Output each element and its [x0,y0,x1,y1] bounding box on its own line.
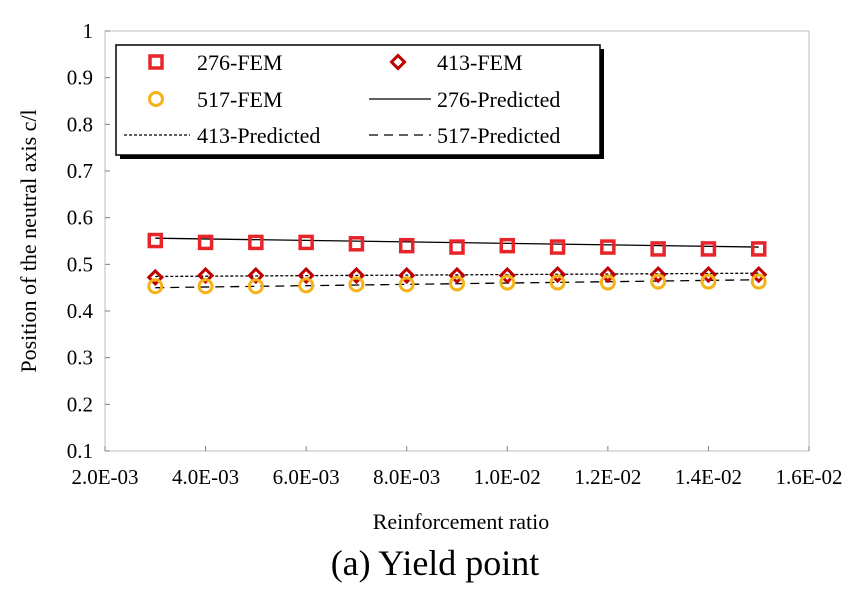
y-tick-label: 0.1 [67,439,93,463]
point-517-fem [298,277,315,294]
point-276-fem [398,237,415,254]
y-tick-label: 0.9 [67,66,93,90]
y-tick-label: 0.6 [67,206,93,230]
point-517-fem [197,278,214,295]
point-276-fem [197,234,214,251]
point-413-fem [347,266,366,285]
point-276-fem [499,237,516,254]
point-276-fem [700,241,717,257]
legend-label-276-predicted: 276-Predicted [437,87,560,112]
point-276-fem [449,239,465,255]
point-517-fem [549,274,566,291]
point-413-fem [297,266,315,285]
x-tick-label: 1.0E-02 [474,465,541,489]
point-517-fem [449,275,465,292]
point-517-fem [499,274,516,291]
legend-symbol-517-fem [148,91,164,107]
legend-box [115,44,601,156]
point-413-fem [196,266,215,285]
point-276-fem [750,241,767,257]
legend-label-517-fem: 517-FEM [197,87,283,112]
point-517-fem [750,273,767,290]
point-413-fem [398,266,416,285]
point-413-fem [146,268,164,287]
legend: 276-FEM 413-FEM 517-FEM 276-Predicted 413-Pr… [115,44,604,159]
point-517-fem [650,273,667,290]
point-413-fem [548,265,567,284]
legend-label-276-fem: 276-FEM [197,50,283,75]
point-413-fem [750,265,768,284]
y-tick-label: 1 [83,19,94,43]
point-413-fem [699,265,718,284]
x-tick-label: 8.0E-03 [373,465,440,489]
point-517-fem [599,274,616,291]
y-tick-label: 0.3 [67,346,93,370]
point-413-fem [498,266,516,285]
point-517-fem [348,276,365,293]
x-axis-title: Reinforcement ratio [373,509,550,534]
point-413-fem [448,266,466,285]
point-413-fem [247,266,265,285]
y-tick-label: 0.5 [67,252,93,276]
x-tick-label: 1.4E-02 [675,465,742,489]
x-tick-label: 2.0E-03 [71,465,138,489]
legend-label-517-predicted: 517-Predicted [437,123,560,148]
legend-label-413-fem: 413-FEM [437,50,523,75]
fem-markers [146,232,768,295]
y-tick-label: 0.2 [67,392,93,416]
legend-label-413-predicted: 413-Predicted [197,123,320,148]
y-axis-title: Position of the neutral axis c/l [16,109,41,372]
point-517-fem [247,278,264,295]
y-tick-label: 0.7 [67,159,93,183]
point-517-fem [398,276,415,293]
x-tick-label: 6.0E-03 [273,465,340,489]
figure-caption: (a) Yield point [331,543,540,583]
point-517-fem [147,278,164,295]
x-tick-label: 4.0E-03 [172,465,239,489]
point-276-fem [650,241,666,257]
point-517-fem [700,273,717,290]
point-276-fem [248,234,264,251]
point-413-fem [649,265,667,284]
legend-symbol-413-fem [389,53,407,71]
point-276-fem [348,236,365,252]
y-tick-label: 0.8 [67,112,93,136]
point-276-fem [549,239,566,255]
point-276-fem [600,239,616,255]
x-tick-label: 1.6E-02 [775,465,842,489]
x-ticks: 2.0E-03 4.0E-03 6.0E-03 8.0E-03 1.0E-02 1.2E-… [71,446,843,489]
point-276-fem [298,234,314,251]
x-tick-label: 1.2E-02 [574,465,641,489]
point-276-fem [147,232,164,249]
legend-symbol-276-fem [148,54,164,70]
point-413-fem [599,265,617,284]
y-tick-label: 0.4 [67,299,94,323]
y-ticks: 0.1 0.2 0.3 0.4 0.5 0.6 0.7 0.8 0.9 1 [67,19,110,463]
